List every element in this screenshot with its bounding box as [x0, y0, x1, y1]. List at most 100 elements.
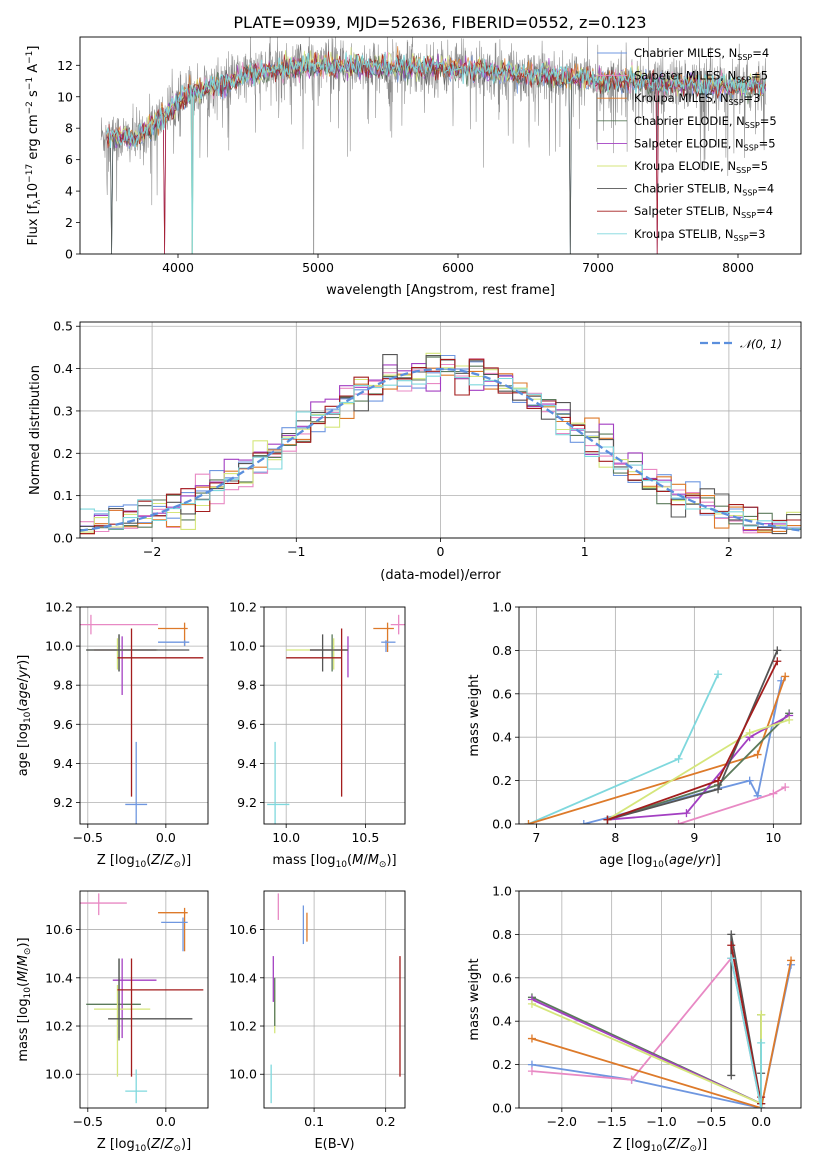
- axes-frame: [79, 321, 802, 539]
- mass-weight-marker: [714, 785, 723, 794]
- x-tick-label: 2: [725, 544, 733, 559]
- gaussian-curve: [80, 367, 801, 532]
- x-tick-label: 0.0: [751, 1114, 771, 1129]
- y-tick-label: 9.8: [53, 678, 73, 693]
- mass-weight-marker: [757, 1038, 766, 1047]
- x-tick-label: −0.5: [696, 1114, 726, 1129]
- legend-entry: Salpeter MILES, NSSP=5: [634, 69, 768, 85]
- y-tick-label: 0.4: [492, 730, 512, 745]
- x-tick-label: 0.0: [156, 1114, 176, 1129]
- y-tick-label: 0.2: [492, 1057, 512, 1072]
- mass-weight-marker: [527, 1034, 536, 1043]
- legend-entry: Salpeter ELODIE, NSSP=5: [634, 136, 776, 152]
- mass-weight-line: [583, 680, 783, 824]
- y-tick-label: 9.4: [53, 756, 73, 771]
- y-tick-label: 10.4: [229, 970, 257, 985]
- y-tick-label: 0.0: [492, 1101, 512, 1116]
- y-tick-label: 10.0: [229, 639, 257, 654]
- axes-frame: [79, 606, 209, 825]
- y-axis-label: mass weight: [467, 958, 482, 1040]
- mass-weight-marker: [627, 1075, 636, 1084]
- mass-weight-marker: [727, 1071, 736, 1080]
- y-tick-label: 1.0: [492, 884, 512, 899]
- y-tick-label: 0.6: [492, 970, 512, 985]
- mass-weight-marker: [781, 672, 790, 681]
- x-tick-label: 7000: [582, 260, 614, 275]
- mass-weight-marker: [682, 809, 691, 818]
- x-axis-label: Z [log10(Z/Z⊙)]: [97, 853, 191, 870]
- y-tick-label: 0.4: [53, 361, 73, 376]
- y-tick-label: 10.4: [45, 970, 73, 985]
- y-tick-label: 9.6: [237, 717, 257, 732]
- y-tick-label: 0.4: [492, 1014, 512, 1029]
- y-tick-label: 9.2: [237, 795, 257, 810]
- y-tick-label: 0.0: [492, 817, 512, 832]
- y-tick-label: 0.2: [492, 773, 512, 788]
- y-tick-label: 0.6: [492, 686, 512, 701]
- legend-entry: Kroupa ELODIE, NSSP=5: [634, 159, 768, 175]
- mass-weight-marker: [787, 956, 796, 965]
- histogram-step: [80, 354, 801, 535]
- y-tick-label: 10.0: [45, 1067, 73, 1082]
- age-vs-metallicity-panel: −0.5 0.0 9.2 9.4 9.6 9.8 10.0 10.2 Z [log10(Z/Z⊙…: [16, 600, 209, 870]
- residual-histogram-panel: −2 −1 0 1 2 0.0 0.1 0.2 0.3 0.4 0.5 (data-model)/er…: [28, 319, 802, 583]
- y-tick-label: 9.2: [53, 795, 73, 810]
- y-tick-label: 8: [65, 121, 73, 136]
- mass-weight-marker: [773, 657, 782, 666]
- x-axis-label: Z [log10(Z/Z⊙)]: [97, 1137, 191, 1154]
- mass-vs-metallicity-panel: −0.5 0.0 10.0 10.2 10.4 10.6 Z [log10(Z/Z⊙)] ma…: [16, 890, 209, 1154]
- y-tick-label: 9.4: [237, 756, 257, 771]
- axes-frame: [263, 606, 406, 825]
- y-axis-label: Normed distribution: [28, 365, 43, 495]
- x-tick-label: 10: [765, 830, 781, 845]
- x-axis-label: mass [log10(M/M⊙)]: [272, 853, 396, 870]
- x-tick-label: 7: [532, 830, 540, 845]
- y-tick-label: 1.0: [492, 600, 512, 615]
- plot-area: [80, 352, 801, 535]
- x-tick-label: 0.0: [156, 830, 176, 845]
- y-tick-label: 9.6: [53, 717, 73, 732]
- mass-vs-extinction-panel: 0.1 0.2 10.0 10.2 10.4 10.6 E(B-V): [229, 890, 406, 1152]
- y-tick-label: 10.0: [229, 1067, 257, 1082]
- mass-weight-vs-age-panel: 7 8 9 10 0.0 0.2 0.4 0.6 0.8 1.0 age [log10(age/yr…: [467, 600, 802, 870]
- legend-entry: Kroupa STELIB, NSSP=3: [634, 227, 765, 243]
- axes-frame: [263, 890, 406, 1109]
- plot-area: [80, 893, 204, 1104]
- mass-weight-marker: [757, 1010, 766, 1019]
- y-tick-label: 10.2: [45, 600, 73, 615]
- x-tick-label: 0.2: [376, 1114, 396, 1129]
- axes-frame: [518, 890, 802, 1109]
- y-axis-label: Flux [fλ10−17 erg cm−2 s−1 A−1]: [25, 46, 43, 246]
- mass-weight-marker: [745, 776, 754, 785]
- y-tick-label: 10.6: [229, 922, 257, 937]
- mass-weight-marker: [603, 815, 612, 824]
- y-tick-label: 0.8: [492, 643, 512, 658]
- plot-area: [267, 614, 405, 824]
- model-spectrum-line: [106, 52, 767, 254]
- legend-entry: Chabrier ELODIE, NSSP=5: [634, 114, 777, 130]
- x-tick-label: 0.1: [304, 1114, 324, 1129]
- plot-area: [80, 614, 204, 824]
- y-tick-label: 12: [57, 58, 73, 73]
- x-tick-label: −1.5: [596, 1114, 626, 1129]
- x-axis-label: age [log10(age/yr)]: [599, 853, 721, 870]
- mass-weight-marker: [714, 670, 723, 679]
- x-tick-label: −1: [287, 544, 305, 559]
- x-tick-label: −1.0: [646, 1114, 676, 1129]
- legend-entry: 𝒩(0, 1): [740, 337, 782, 351]
- x-tick-label: 0: [437, 544, 445, 559]
- x-tick-label: −0.5: [73, 830, 103, 845]
- spectrum-panel: 4000 5000 6000 7000 8000 0 2 4 6 8 10 12 wavelength …: [25, 36, 802, 298]
- x-tick-label: 8: [611, 830, 619, 845]
- x-tick-label: 4000: [162, 260, 194, 275]
- x-axis-label: (data-model)/error: [380, 568, 501, 583]
- y-tick-label: 0.3: [53, 403, 73, 418]
- plot-area: [527, 930, 796, 1108]
- y-axis-label: age [log10(age/yr)]: [16, 655, 33, 777]
- y-tick-label: 6: [65, 152, 73, 167]
- legend-entry: Salpeter STELIB, NSSP=4: [634, 204, 773, 220]
- mass-weight-marker: [781, 783, 790, 792]
- x-tick-label: 5000: [302, 260, 334, 275]
- y-axis-label: mass weight: [467, 674, 482, 756]
- mass-weight-marker: [727, 954, 736, 963]
